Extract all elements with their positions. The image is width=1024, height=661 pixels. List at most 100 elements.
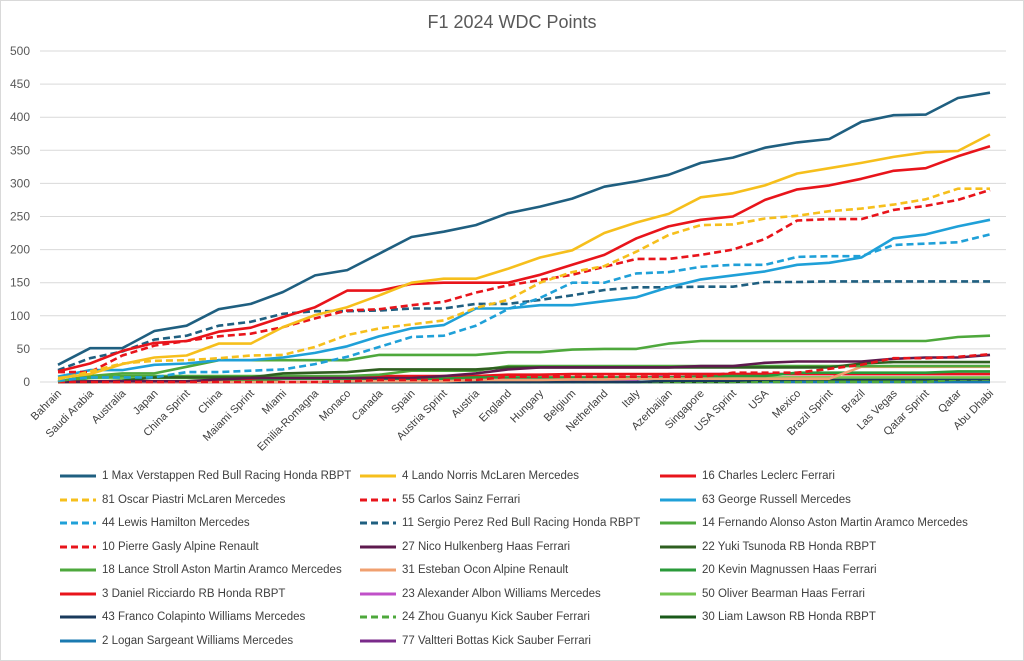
legend-item: 44 Lewis Hamilton Mercedes [60, 517, 250, 529]
legend-swatch [60, 545, 96, 548]
legend-swatch [360, 545, 396, 548]
legend-label: 63 George Russell Mercedes [702, 493, 851, 506]
legend-item: 50 Oliver Bearman Haas Ferrari [660, 588, 865, 600]
y-tick-label: 150 [10, 276, 30, 290]
legend-label: 16 Charles Leclerc Ferrari [702, 470, 835, 482]
legend-swatch [60, 592, 96, 595]
legend-label: 81 Oscar Piastri McLaren Mercedes [102, 493, 286, 506]
legend-item: 2 Logan Sargeant Williams Mercedes [60, 635, 293, 647]
legend-swatch [360, 592, 396, 595]
y-tick-label: 250 [10, 210, 30, 224]
y-tick-label: 450 [10, 77, 30, 91]
legend-item: 23 Alexander Albon Williams Mercedes [360, 588, 601, 600]
y-tick-label: 100 [10, 309, 30, 323]
legend-item: 43 Franco Colapinto Williams Mercedes [60, 611, 305, 623]
x-tick-label: USA [747, 387, 772, 412]
series-line [57, 218, 991, 378]
y-tick-label: 0 [23, 375, 30, 389]
legend-swatch [660, 615, 696, 619]
legend-label: 55 Carlos Sainz Ferrari [402, 493, 521, 506]
x-tick-label: China [196, 387, 225, 416]
legend-label: 20 Kevin Magnussen Haas Ferrari [702, 564, 877, 576]
x-tick-label: Hungary [508, 387, 546, 425]
legend-swatch [60, 498, 96, 501]
x-tick-label: Japan [131, 388, 161, 418]
legend-label: 30 Liam Lawson RB Honda RBPT [702, 611, 876, 623]
legend-swatch [360, 568, 396, 572]
legend-item: 3 Daniel Ricciardo RB Honda RBPT [60, 588, 285, 600]
legend-swatch [660, 474, 696, 478]
legend-label: 10 Pierre Gasly Alpine Renault [102, 540, 259, 553]
legend-label: 43 Franco Colapinto Williams Mercedes [102, 611, 306, 623]
legend-label: 27 Nico Hulkenberg Haas Ferrari [402, 540, 571, 553]
series-line [57, 353, 991, 384]
x-tick-label: Emilia-Romagna [255, 387, 322, 454]
legend-item: 30 Liam Lawson RB Honda RBPT [660, 611, 876, 623]
legend-label: 2 Logan Sargeant Williams Mercedes [102, 634, 294, 647]
legend-swatch [660, 545, 696, 548]
legend-label: 50 Oliver Bearman Haas Ferrari [702, 587, 865, 600]
series-line [57, 133, 991, 380]
legend-swatch [60, 639, 96, 642]
legend-label: 14 Fernando Alonso Aston Martin Aramco M… [702, 517, 968, 529]
series-line [57, 187, 990, 381]
series-line [57, 145, 991, 373]
legend-swatch [60, 568, 96, 572]
legend-label: 4 Lando Norris McLaren Mercedes [402, 470, 580, 482]
line-chart: 050100150200250300350400450500BahrainSau… [10, 44, 1006, 454]
legend-swatch [60, 521, 96, 525]
x-tick-label: Australia [90, 387, 129, 426]
y-tick-label: 500 [10, 44, 30, 58]
legend-item: 1 Max Verstappen Red Bull Racing Honda R… [60, 470, 351, 482]
legend-item: 22 Yuki Tsunoda RB Honda RBPT [660, 541, 876, 553]
series-line [57, 233, 991, 382]
x-tick-label: Miami [260, 388, 289, 417]
legend-item: 16 Charles Leclerc Ferrari [660, 470, 835, 482]
y-tick-label: 400 [10, 110, 30, 124]
legend-item: 31 Esteban Ocon Alpine Renault [360, 564, 568, 576]
series-line [58, 188, 991, 374]
legend-swatch [360, 521, 396, 525]
legend-label: 18 Lance Stroll Aston Martin Aramco Merc… [102, 564, 342, 576]
legend-item: 10 Pierre Gasly Alpine Renault [60, 541, 259, 553]
legend-label: 31 Esteban Ocon Alpine Renault [402, 564, 569, 576]
legend-swatch [660, 498, 696, 501]
y-tick-label: 350 [10, 143, 30, 157]
legend-item: 81 Oscar Piastri McLaren Mercedes [60, 494, 285, 506]
legend-item: 77 Valtteri Bottas Kick Sauber Ferrari [360, 635, 591, 647]
legend-swatch [360, 498, 396, 501]
x-tick-label: Brazil [840, 388, 868, 416]
chart-title: F1 2024 WDC Points [427, 12, 597, 32]
legend-label: 22 Yuki Tsunoda RB Honda RBPT [702, 540, 877, 553]
legend-swatch [60, 474, 96, 478]
y-tick-label: 200 [10, 243, 30, 257]
legend-swatch [660, 521, 696, 525]
legend-item: 4 Lando Norris McLaren Mercedes [360, 470, 579, 482]
y-tick-label: 300 [10, 176, 30, 190]
legend-swatch [360, 615, 396, 619]
legend-item: 27 Nico Hulkenberg Haas Ferrari [360, 541, 570, 553]
legend-swatch [660, 592, 696, 595]
y-tick-label: 50 [17, 342, 31, 356]
legend-swatch [60, 615, 96, 619]
legend-label: 3 Daniel Ricciardo RB Honda RBPT [102, 587, 286, 600]
legend-label: 11 Sergio Perez Red Bull Racing Honda RB… [402, 517, 641, 529]
legend-label: 44 Lewis Hamilton Mercedes [102, 517, 250, 529]
legend-label: 1 Max Verstappen Red Bull Racing Honda R… [102, 470, 352, 482]
legend-label: 77 Valtteri Bottas Kick Sauber Ferrari [402, 634, 591, 647]
series-line [57, 280, 990, 372]
legend-swatch [660, 568, 696, 572]
x-tick-label: Canada [350, 387, 386, 423]
legend-item: 18 Lance Stroll Aston Martin Aramco Merc… [60, 564, 342, 576]
x-tick-label: Spain [389, 388, 417, 416]
x-tick-label: Qatar [936, 387, 964, 415]
x-tick-label: Italy [620, 387, 643, 410]
legend-label: 24 Zhou Guanyu Kick Sauber Ferrari [402, 611, 590, 623]
legend-item: 55 Carlos Sainz Ferrari [360, 494, 520, 506]
legend-label: 23 Alexander Albon Williams Mercedes [402, 587, 601, 600]
x-tick-label: England [477, 388, 514, 425]
legend-item: 24 Zhou Guanyu Kick Sauber Ferrari [360, 611, 590, 623]
series-line [57, 91, 991, 366]
x-tick-label: Monaco [317, 388, 353, 424]
legend-item: 20 Kevin Magnussen Haas Ferrari [660, 564, 877, 576]
